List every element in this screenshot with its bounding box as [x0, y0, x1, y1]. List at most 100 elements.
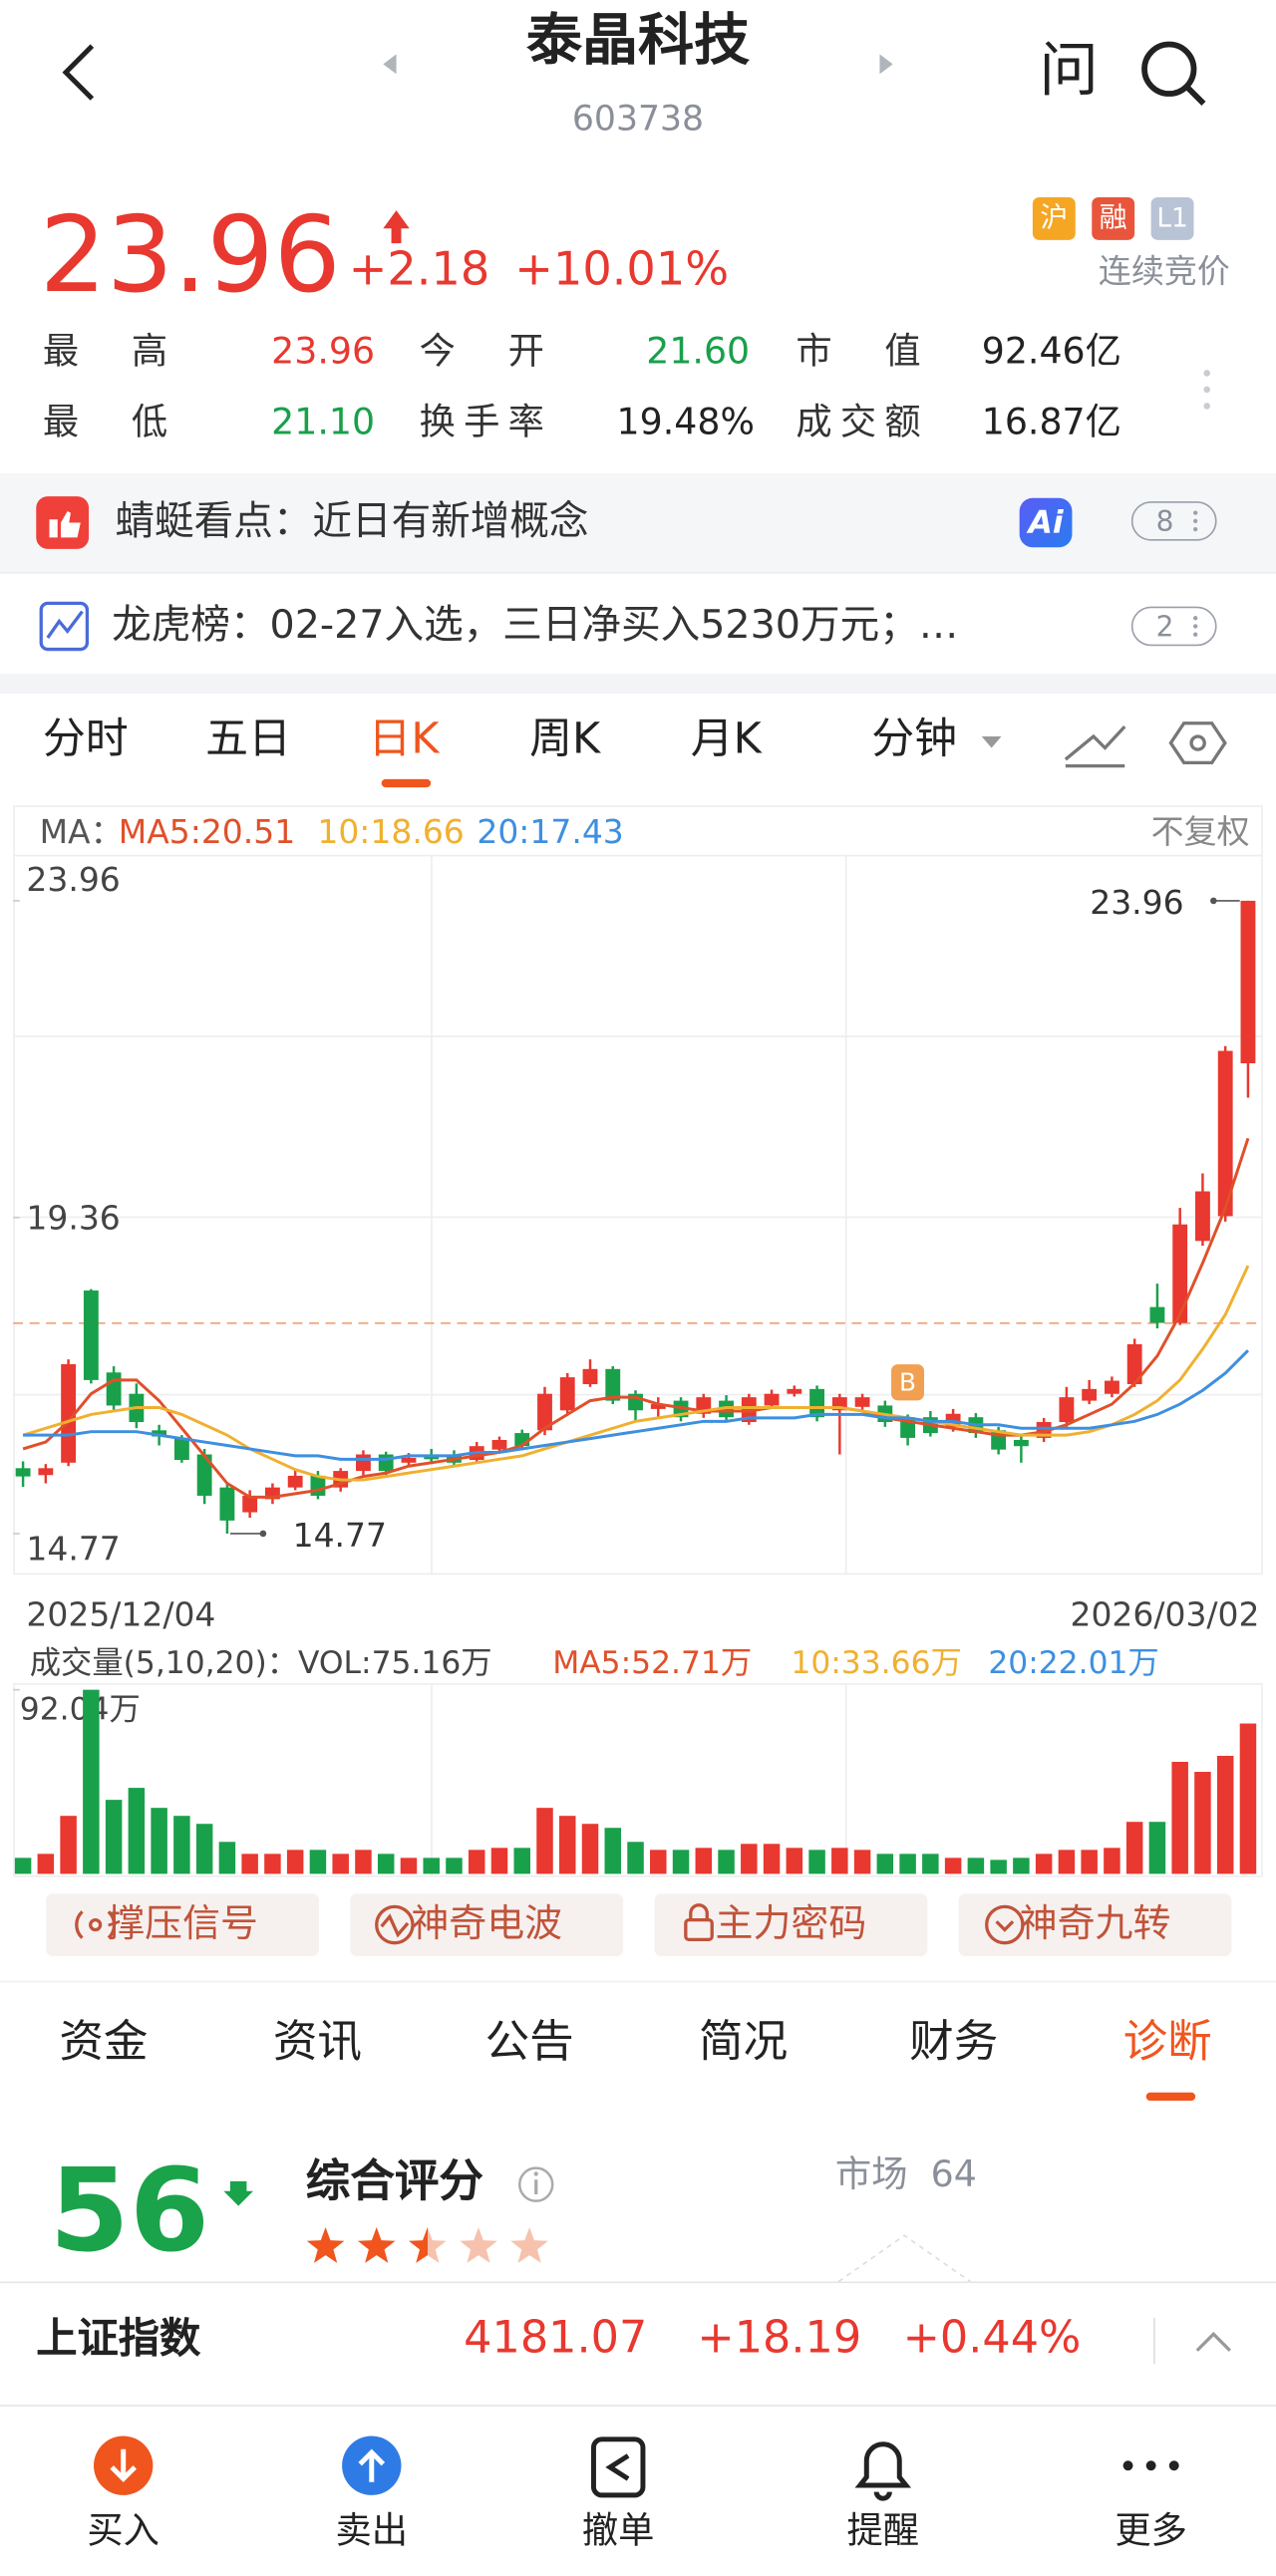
- ma-label: 10:18.66: [317, 812, 464, 851]
- change: +2.18: [348, 241, 490, 296]
- count-pill[interactable]: 8: [1130, 501, 1217, 541]
- tab-underline: [381, 778, 432, 788]
- period-tab[interactable]: 周K: [529, 715, 601, 765]
- volume-bar: [1035, 1854, 1053, 1874]
- section-tab[interactable]: 诊断: [1122, 2016, 1212, 2069]
- ma-line: [22, 1265, 1250, 1482]
- news-item[interactable]: 龙虎榜：02-27入选，三日净买入5230万元；…: [112, 601, 959, 648]
- volume-bar: [899, 1854, 916, 1874]
- candle-body: [650, 1404, 666, 1409]
- ask-button[interactable]: 问: [1039, 37, 1099, 106]
- stock-code: 603738: [571, 98, 705, 139]
- market-label: 市场: [834, 2154, 908, 2196]
- candle-body: [38, 1468, 54, 1476]
- y-tick-label: 19.36: [26, 1198, 120, 1237]
- index-value: 4181.07: [464, 2312, 648, 2364]
- kline-frame: [13, 805, 1263, 1575]
- expand-icon[interactable]: [1195, 2331, 1231, 2352]
- y-tick-label: 14.77: [26, 1529, 120, 1568]
- pill-dots: [1193, 510, 1198, 637]
- down-arrow: [223, 2180, 254, 2206]
- tool-button[interactable]: 神奇电波: [350, 1893, 624, 1956]
- prev-icon[interactable]: [383, 54, 397, 75]
- badge: 沪: [1032, 196, 1076, 240]
- back-icon[interactable]: [62, 44, 95, 101]
- adjust-mode[interactable]: 不复权: [1151, 812, 1250, 851]
- stat-value: 92.46亿: [981, 332, 1121, 374]
- period-tab[interactable]: 分钟: [871, 715, 958, 765]
- period-tab[interactable]: 日K: [368, 715, 440, 765]
- volume-bar: [14, 1858, 32, 1874]
- nav-label[interactable]: 买入: [87, 2511, 160, 2553]
- volume-bar: [1058, 1850, 1076, 1874]
- nav-icon[interactable]: [1122, 2460, 1179, 2471]
- status: 连续竞价: [1098, 251, 1230, 291]
- volume-bar: [355, 1850, 372, 1874]
- badge[interactable]: L1: [1150, 196, 1194, 240]
- section-tab[interactable]: 资金: [59, 2016, 149, 2069]
- radar-hint: [837, 2234, 971, 2283]
- tool-button[interactable]: 撑压信号: [46, 1893, 319, 1956]
- volume-bar: [173, 1816, 190, 1874]
- volume-bar: [286, 1850, 304, 1874]
- indicator-icon[interactable]: [1064, 724, 1126, 768]
- tool-label: 神奇九转: [1019, 1902, 1171, 1946]
- next-icon[interactable]: [879, 54, 893, 75]
- ma-label: MA5:20.51: [119, 812, 295, 851]
- ai-badge[interactable]: Ai: [1019, 497, 1073, 548]
- kline-plot: 14.77 19.36 23.96 92.04万 23.96 14.77: [13, 860, 1257, 1874]
- max-dot: [1210, 897, 1217, 905]
- nav-icon[interactable]: [854, 2441, 912, 2501]
- more-dots[interactable]: [1203, 370, 1211, 410]
- section-tab[interactable]: 公告: [484, 2016, 574, 2069]
- settings-icon[interactable]: [1168, 721, 1227, 765]
- volume-bar: [151, 1808, 167, 1874]
- period-tab[interactable]: 五日: [205, 715, 291, 765]
- nav-icon[interactable]: [342, 2435, 402, 2495]
- candle-body: [219, 1487, 235, 1521]
- section-tab[interactable]: 简况: [699, 2016, 789, 2069]
- candle-body: [1059, 1397, 1075, 1423]
- dropdown-caret[interactable]: [981, 735, 1002, 748]
- news-icon: [39, 601, 90, 652]
- volume-bar: [741, 1844, 758, 1874]
- section-tab[interactable]: 资讯: [272, 2016, 362, 2069]
- section-tab[interactable]: 财务: [909, 2016, 999, 2069]
- tool-button[interactable]: 神奇九转: [958, 1893, 1232, 1956]
- volume-bar: [853, 1850, 871, 1874]
- volume-bar: [1148, 1822, 1166, 1874]
- period-tab[interactable]: 月K: [690, 715, 762, 765]
- volume-bar: [60, 1816, 77, 1874]
- search-icon[interactable]: [1141, 41, 1206, 106]
- min-dot: [259, 1530, 267, 1538]
- volume-bar: [446, 1858, 463, 1874]
- candle-body: [152, 1430, 167, 1437]
- candle-body: [854, 1397, 870, 1407]
- volume-bar: [423, 1858, 440, 1874]
- candle-body: [605, 1368, 621, 1401]
- candle-body: [1195, 1191, 1210, 1242]
- rating-star: [460, 2227, 497, 2263]
- rating-star: [306, 2227, 345, 2263]
- rating-star: [409, 2227, 447, 2263]
- count-pill[interactable]: 2: [1130, 606, 1217, 647]
- volume-bar: [1239, 1723, 1257, 1874]
- nav-label[interactable]: 卖出: [335, 2511, 409, 2553]
- nav-icon[interactable]: [590, 2436, 646, 2498]
- candle-body: [787, 1388, 802, 1394]
- candle-body: [559, 1377, 575, 1411]
- candle-body: [106, 1372, 122, 1406]
- nav-label[interactable]: 提醒: [846, 2511, 920, 2553]
- volume-bar: [105, 1800, 123, 1874]
- nav-label[interactable]: 撤单: [581, 2511, 655, 2553]
- info-icon[interactable]: [517, 2166, 554, 2202]
- volume-bar: [808, 1850, 825, 1874]
- nav-icon[interactable]: [94, 2435, 154, 2495]
- tool-icon: [75, 1903, 1025, 1945]
- period-tab[interactable]: 分时: [42, 715, 129, 765]
- nav-label[interactable]: 更多: [1115, 2511, 1187, 2553]
- news-item[interactable]: 蜻蜓看点：近日有新增概念: [115, 497, 589, 544]
- index-name: 上证指数: [36, 2314, 201, 2363]
